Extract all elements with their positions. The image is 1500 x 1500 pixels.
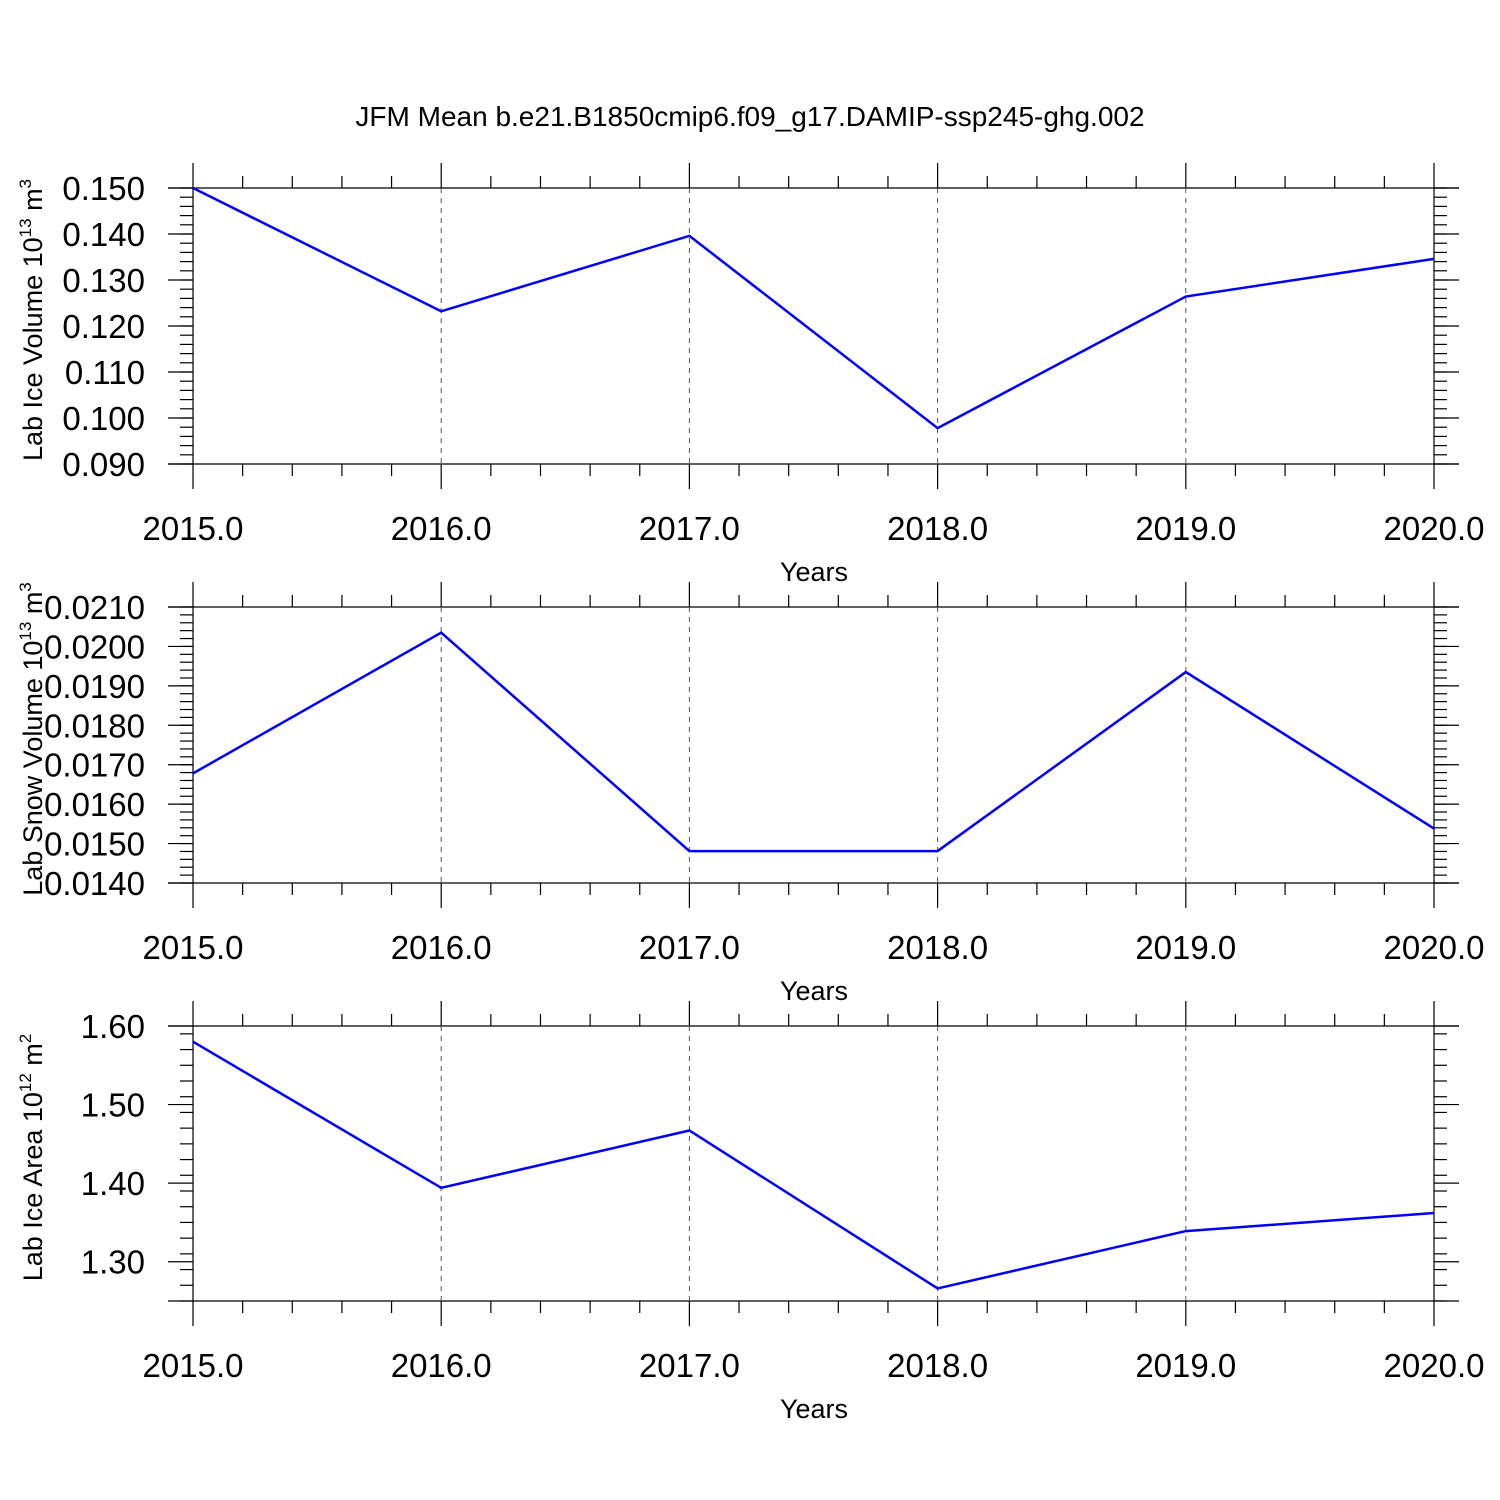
y-axis-title-superscript: 3 (16, 582, 35, 591)
x-tick-label: 2015.0 (143, 1347, 244, 1384)
panel-2: 0.01400.01500.01600.01700.01800.01900.02… (16, 582, 1484, 1006)
y-tick-label: 0.0140 (44, 865, 145, 902)
x-tick-label: 2020.0 (1384, 510, 1485, 547)
y-axis-title-text: m (18, 188, 48, 218)
y-tick-label: 1.40 (81, 1165, 145, 1202)
x-tick-label: 2018.0 (887, 1347, 988, 1384)
y-axis-title-text: m (18, 592, 48, 622)
y-tick-label: 0.110 (65, 354, 145, 391)
y-axis-title-superscript: 3 (16, 179, 35, 188)
x-tick-label: 2019.0 (1135, 510, 1236, 547)
y-axis-title-superscript: 13 (16, 218, 35, 237)
x-tick-label: 2018.0 (887, 929, 988, 966)
x-tick-label: 2020.0 (1384, 929, 1485, 966)
x-tick-label: 2020.0 (1384, 1347, 1485, 1384)
x-axis-title: Years (780, 557, 848, 587)
y-tick-label: 0.0190 (44, 668, 145, 705)
x-axis-title: Years (780, 1394, 848, 1424)
y-tick-label: 0.120 (62, 308, 145, 345)
y-tick-label: 0.0210 (44, 589, 145, 626)
x-tick-label: 2015.0 (143, 929, 244, 966)
data-series-line (192, 1040, 1435, 1290)
x-tick-label: 2015.0 (143, 510, 244, 547)
x-axis-title: Years (780, 976, 848, 1006)
y-axis-title-text: Lab Ice Area 10 (18, 1092, 48, 1281)
y-tick-label: 0.0180 (44, 707, 145, 744)
chart-title: JFM Mean b.e21.B1850cmip6.f09_g17.DAMIP-… (355, 101, 1144, 132)
y-tick-label: 0.140 (62, 216, 145, 253)
panel-1: 0.090 0.100 0.110 0.120 0.130 0.140 0.150 2015.… (16, 163, 1484, 587)
x-tick-label: 2016.0 (391, 929, 492, 966)
y-tick-label: 1.30 (81, 1244, 145, 1281)
y-tick-label: 0.0200 (44, 628, 145, 665)
x-tick-label: 2018.0 (887, 510, 988, 547)
y-tick-label: 1.60 (81, 1008, 145, 1045)
x-tick-label: 2016.0 (391, 1347, 492, 1384)
x-tick-label: 2016.0 (391, 510, 492, 547)
y-axis-title: Lab Snow Volume 1013 m3 (16, 582, 48, 896)
y-tick-label: 0.130 (62, 262, 145, 299)
x-tick-label: 2017.0 (639, 929, 740, 966)
y-axis-title-text: m (18, 1043, 48, 1073)
y-axis-title-superscript: 2 (16, 1034, 35, 1043)
y-axis-title-superscript: 13 (16, 622, 35, 641)
y-axis-title: Lab Ice Volume 1013 m3 (16, 179, 48, 461)
chart-panels: 0.090 0.100 0.110 0.120 0.130 0.140 0.150 2015.… (16, 163, 1484, 1424)
y-axis-title-text: Lab Ice Volume 10 (18, 237, 48, 461)
y-axis-title-superscript: 12 (16, 1073, 35, 1092)
panel-3: 1.30 1.40 1.50 1.60 2015.0 2016.0 2017.0 2018.0… (16, 1001, 1484, 1424)
x-tick-label: 2019.0 (1135, 1347, 1236, 1384)
x-tick-label: 2017.0 (639, 510, 740, 547)
x-tick-label: 2019.0 (1135, 929, 1236, 966)
x-tick-label: 2017.0 (639, 1347, 740, 1384)
y-tick-label: 0.0150 (44, 826, 145, 863)
y-tick-label: 1.50 (81, 1087, 145, 1124)
data-series-line (192, 186, 1435, 430)
data-series-line (192, 631, 1435, 853)
y-tick-label: 0.150 (62, 170, 145, 207)
y-axis-title: Lab Ice Area 1012 m2 (16, 1034, 48, 1282)
y-tick-label: 0.0160 (44, 786, 145, 823)
y-axis-title-text: Lab Snow Volume 10 (18, 641, 48, 896)
y-tick-label: 0.0170 (44, 747, 145, 784)
y-tick-label: 0.100 (62, 400, 145, 437)
y-tick-label: 0.090 (62, 446, 145, 483)
